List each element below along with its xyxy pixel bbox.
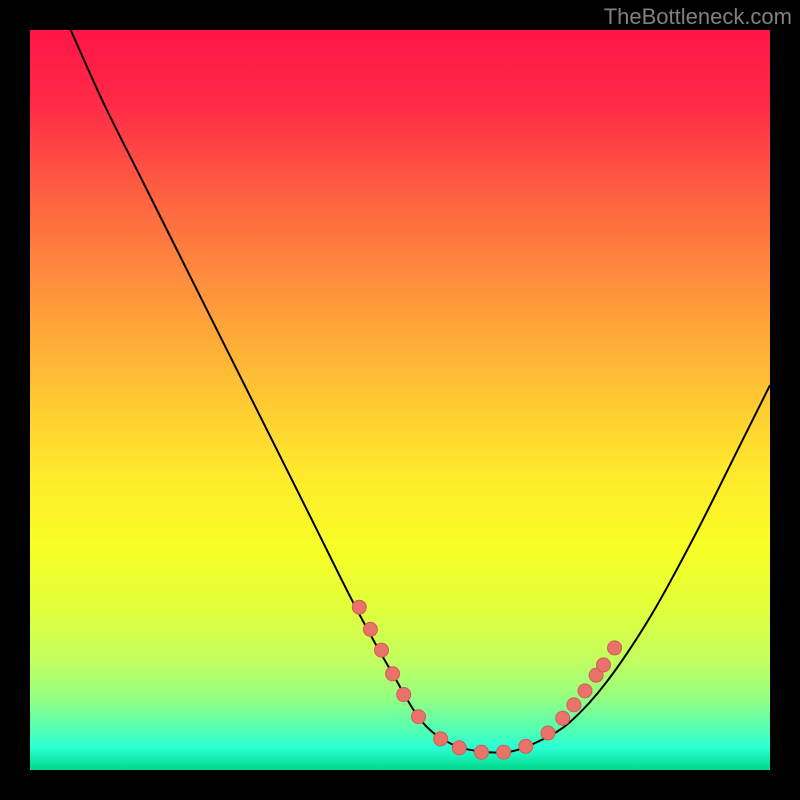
data-marker xyxy=(578,684,592,698)
data-marker xyxy=(497,745,511,759)
data-marker xyxy=(352,600,366,614)
data-marker xyxy=(452,741,466,755)
data-marker xyxy=(567,698,581,712)
data-marker xyxy=(541,726,555,740)
data-marker xyxy=(597,658,611,672)
data-marker xyxy=(375,643,389,657)
data-marker xyxy=(412,710,426,724)
data-marker xyxy=(519,739,533,753)
data-marker xyxy=(608,641,622,655)
data-marker xyxy=(363,622,377,636)
chart-plot-area xyxy=(30,30,770,770)
data-marker xyxy=(434,732,448,746)
watermark-text: TheBottleneck.com xyxy=(604,4,792,30)
data-marker xyxy=(397,688,411,702)
data-marker xyxy=(386,667,400,681)
data-marker xyxy=(474,745,488,759)
data-marker xyxy=(556,711,570,725)
bottleneck-curve xyxy=(30,30,770,770)
